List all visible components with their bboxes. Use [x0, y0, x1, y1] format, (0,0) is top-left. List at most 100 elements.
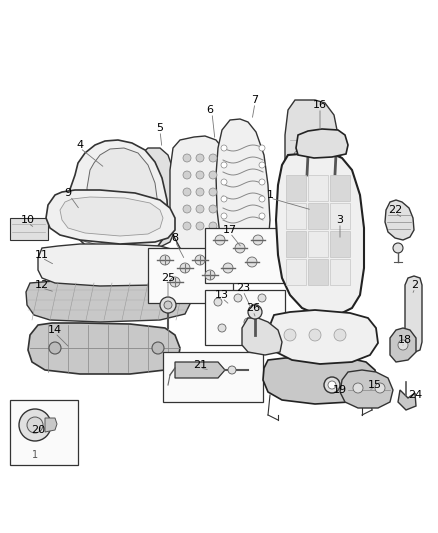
- Circle shape: [353, 383, 363, 393]
- Circle shape: [393, 243, 403, 253]
- Polygon shape: [68, 140, 168, 254]
- Circle shape: [253, 235, 263, 245]
- Circle shape: [209, 154, 217, 162]
- Polygon shape: [398, 390, 416, 410]
- Bar: [330, 203, 350, 229]
- Polygon shape: [276, 151, 364, 315]
- Text: 6: 6: [206, 105, 213, 115]
- Polygon shape: [170, 136, 233, 258]
- Circle shape: [195, 255, 205, 265]
- Text: 21: 21: [193, 360, 207, 370]
- Text: 24: 24: [408, 390, 422, 400]
- Circle shape: [328, 381, 336, 389]
- Circle shape: [196, 171, 204, 179]
- Text: 13: 13: [215, 290, 229, 300]
- Bar: [163, 352, 263, 402]
- Text: 9: 9: [64, 188, 71, 198]
- Circle shape: [183, 171, 191, 179]
- Circle shape: [183, 154, 191, 162]
- Circle shape: [19, 409, 51, 441]
- Circle shape: [334, 329, 346, 341]
- Text: 22: 22: [388, 205, 402, 215]
- Circle shape: [221, 245, 227, 251]
- Circle shape: [152, 342, 164, 354]
- Polygon shape: [38, 244, 182, 286]
- Polygon shape: [340, 370, 393, 408]
- Circle shape: [221, 230, 227, 236]
- Circle shape: [170, 277, 180, 287]
- Bar: [308, 203, 328, 229]
- Text: 23: 23: [236, 283, 250, 293]
- Circle shape: [215, 235, 225, 245]
- Circle shape: [284, 329, 296, 341]
- Bar: [286, 175, 306, 201]
- Bar: [205, 228, 290, 283]
- Text: 4: 4: [77, 140, 84, 150]
- Circle shape: [218, 324, 226, 332]
- Bar: [308, 231, 328, 257]
- Text: 12: 12: [35, 280, 49, 290]
- Circle shape: [160, 255, 170, 265]
- Circle shape: [234, 294, 242, 302]
- Circle shape: [259, 230, 265, 236]
- Text: 5: 5: [156, 123, 163, 133]
- Circle shape: [259, 213, 265, 219]
- Polygon shape: [285, 100, 342, 232]
- Circle shape: [221, 145, 227, 151]
- Polygon shape: [296, 129, 348, 158]
- Bar: [308, 259, 328, 285]
- Bar: [330, 175, 350, 201]
- Circle shape: [183, 188, 191, 196]
- Circle shape: [209, 188, 217, 196]
- Circle shape: [258, 294, 266, 302]
- Text: 26: 26: [246, 303, 260, 313]
- Circle shape: [183, 205, 191, 213]
- Circle shape: [324, 176, 332, 184]
- Circle shape: [259, 245, 265, 251]
- Circle shape: [209, 171, 217, 179]
- Circle shape: [196, 154, 204, 162]
- Text: 1: 1: [32, 450, 38, 460]
- Bar: [148, 248, 233, 303]
- Circle shape: [259, 196, 265, 202]
- Text: 17: 17: [223, 225, 237, 235]
- Circle shape: [27, 417, 43, 433]
- Circle shape: [205, 270, 215, 280]
- Circle shape: [196, 222, 204, 230]
- Circle shape: [244, 318, 252, 326]
- Text: 1: 1: [266, 190, 273, 200]
- Circle shape: [259, 179, 265, 185]
- Circle shape: [209, 205, 217, 213]
- Text: 25: 25: [161, 273, 175, 283]
- Polygon shape: [405, 276, 422, 352]
- Circle shape: [247, 257, 257, 267]
- Circle shape: [196, 205, 204, 213]
- Circle shape: [183, 222, 191, 230]
- Text: 7: 7: [251, 95, 258, 105]
- Circle shape: [248, 305, 262, 319]
- Polygon shape: [385, 200, 414, 240]
- Circle shape: [164, 301, 172, 309]
- Bar: [10, 400, 78, 465]
- Circle shape: [251, 304, 259, 312]
- Text: 19: 19: [333, 385, 347, 395]
- Circle shape: [223, 263, 233, 273]
- Bar: [330, 259, 350, 285]
- Polygon shape: [216, 119, 270, 262]
- Circle shape: [235, 243, 245, 253]
- Circle shape: [180, 263, 190, 273]
- Polygon shape: [26, 280, 190, 322]
- Circle shape: [398, 340, 408, 350]
- Bar: [330, 231, 350, 257]
- Text: 8: 8: [171, 233, 179, 243]
- Bar: [10, 218, 48, 240]
- Text: 2: 2: [411, 280, 419, 290]
- Polygon shape: [175, 362, 225, 378]
- Polygon shape: [60, 197, 163, 236]
- Bar: [205, 290, 285, 345]
- Polygon shape: [270, 310, 378, 364]
- Text: 11: 11: [35, 250, 49, 260]
- Polygon shape: [28, 323, 180, 374]
- Circle shape: [221, 213, 227, 219]
- Text: 15: 15: [368, 380, 382, 390]
